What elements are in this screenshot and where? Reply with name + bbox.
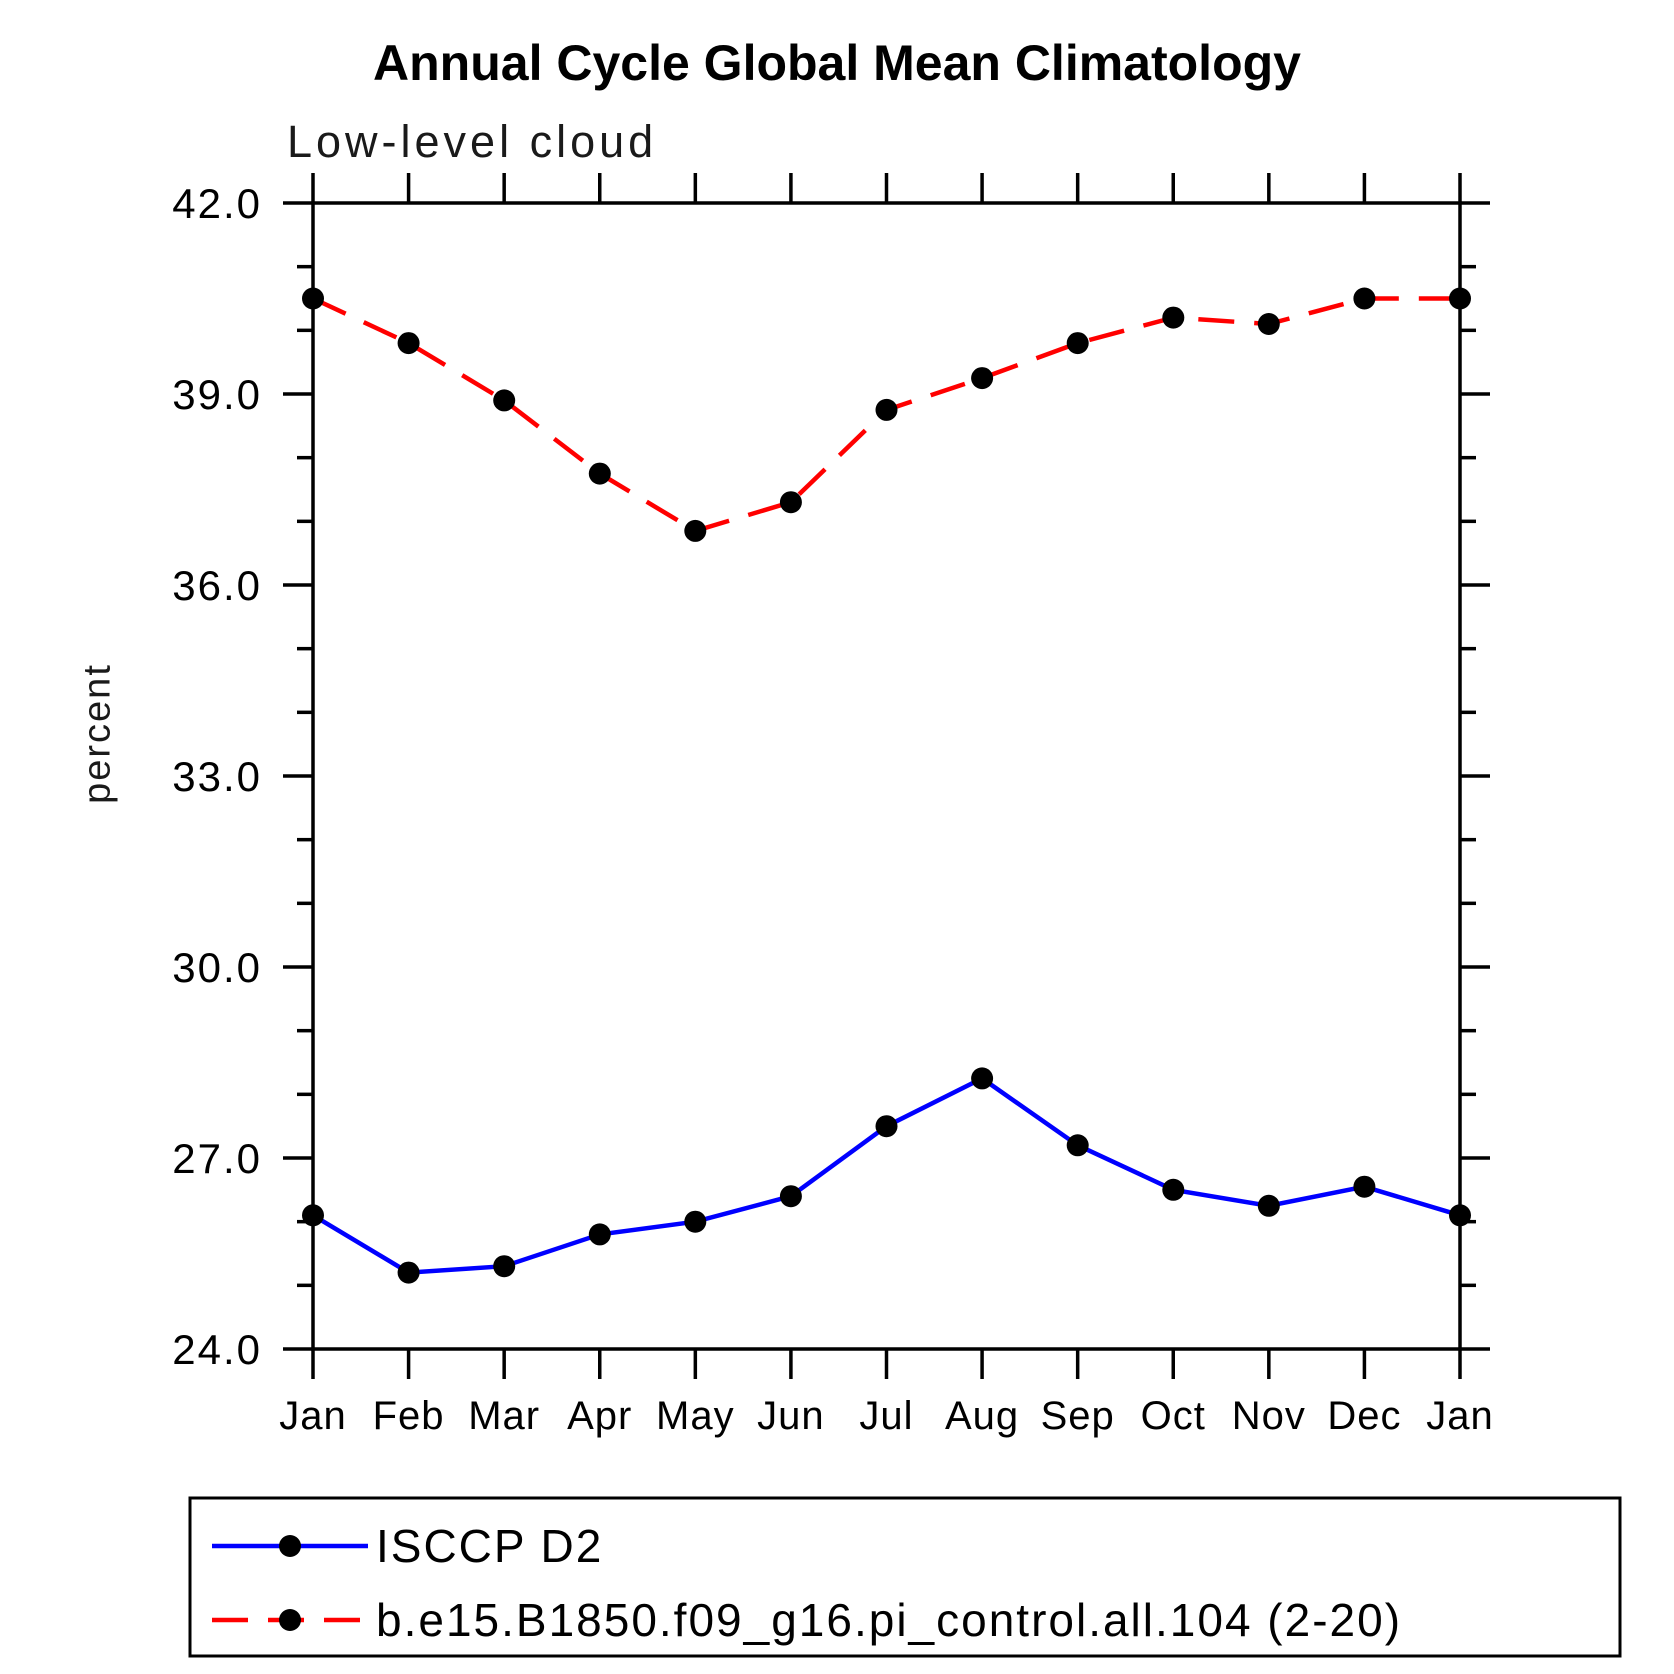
data-point-1-Jun (779, 491, 802, 514)
x-tick-label: Jan (1426, 1394, 1494, 1438)
data-point-0-Jul (875, 1115, 898, 1138)
y-tick-label: 30.0 (172, 944, 262, 991)
data-point-1-Apr (588, 462, 611, 485)
data-point-0-Jun (779, 1185, 802, 1208)
data-point-0-May (684, 1210, 707, 1233)
legend-box (188, 1496, 1622, 1658)
x-tick-label: Feb (373, 1394, 445, 1438)
data-point-0-Nov (1257, 1194, 1280, 1217)
data-point-1-Jan (302, 287, 324, 310)
data-point-1-Jul (875, 398, 898, 421)
legend-label-0: ISCCP D2 (376, 1520, 603, 1572)
data-point-0-Apr (588, 1223, 611, 1246)
chart-subtitle: Low-level cloud (287, 116, 658, 167)
chart-title: Annual Cycle Global Mean Climatology (373, 35, 1301, 91)
legend-label-1: b.e15.B1850.f09_g16.pi_control.all.104 (… (376, 1594, 1402, 1646)
y-tick-label: 24.0 (172, 1326, 262, 1373)
data-point-0-Oct (1162, 1178, 1185, 1201)
data-point-0-Sep (1066, 1134, 1089, 1157)
data-point-1-May (684, 519, 707, 542)
data-point-1-Nov (1257, 313, 1280, 335)
legend-marker-0 (279, 1535, 301, 1557)
x-tick-label: Apr (567, 1394, 632, 1438)
x-tick-label: Jul (859, 1394, 913, 1438)
plot-frame (311, 201, 1462, 1351)
y-tick-label: 39.0 (172, 371, 262, 418)
data-point-1-Dec (1353, 287, 1376, 310)
data-point-1-Feb (397, 332, 420, 355)
x-tick-label: Nov (1232, 1394, 1306, 1438)
x-tick-label: Jun (757, 1394, 825, 1438)
data-point-0-Feb (397, 1261, 420, 1284)
data-point-1-Aug (971, 367, 994, 390)
x-tick-label: Jan (279, 1394, 347, 1438)
y-tick-label: 33.0 (172, 753, 262, 800)
x-tick-label: Dec (1327, 1394, 1401, 1438)
data-point-1-Oct (1162, 306, 1185, 329)
x-tick-label: May (656, 1394, 735, 1438)
y-tick-label: 42.0 (172, 180, 262, 227)
y-tick-label: 36.0 (172, 562, 262, 609)
x-tick-label: Aug (945, 1394, 1019, 1438)
data-point-0-Jan (1449, 1204, 1471, 1227)
data-point-1-Jan (1449, 287, 1471, 310)
x-tick-label: Sep (1041, 1394, 1115, 1438)
legend-marker-1 (279, 1609, 301, 1631)
data-point-0-Aug (971, 1067, 994, 1090)
data-point-1-Mar (493, 389, 516, 412)
data-point-0-Dec (1353, 1175, 1376, 1198)
y-tick-label: 27.0 (172, 1135, 262, 1182)
data-point-1-Sep (1066, 332, 1089, 355)
x-tick-label: Mar (468, 1394, 540, 1438)
series-line-0 (311, 1075, 1461, 1275)
data-point-0-Jan (302, 1204, 324, 1227)
data-point-0-Mar (493, 1255, 516, 1278)
x-tick-label: Oct (1141, 1394, 1206, 1438)
